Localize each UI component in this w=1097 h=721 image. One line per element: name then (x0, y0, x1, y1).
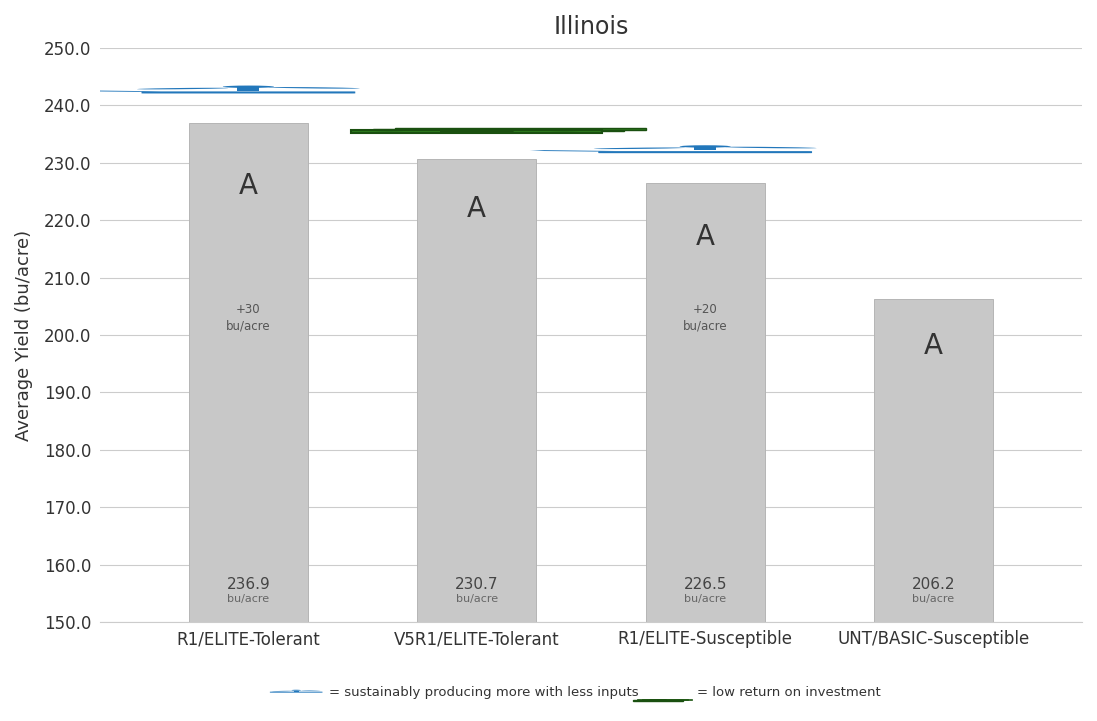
Text: bu/acre: bu/acre (913, 594, 954, 604)
Ellipse shape (292, 690, 301, 691)
Bar (646, 183, 765, 622)
Ellipse shape (223, 86, 274, 88)
FancyBboxPatch shape (598, 151, 812, 153)
Text: A: A (924, 332, 943, 360)
Bar (237, 87, 259, 91)
Ellipse shape (679, 145, 731, 148)
Bar (417, 159, 536, 622)
Text: 206.2: 206.2 (912, 577, 955, 592)
Text: A: A (239, 172, 258, 200)
Title: Illinois: Illinois (553, 15, 629, 39)
Text: bu/acre: bu/acre (685, 594, 726, 604)
Polygon shape (530, 150, 618, 151)
Y-axis label: Average Yield (bu/acre): Average Yield (bu/acre) (15, 229, 33, 441)
FancyBboxPatch shape (395, 128, 646, 130)
FancyBboxPatch shape (142, 92, 355, 94)
Bar (294, 691, 298, 692)
Ellipse shape (593, 148, 685, 149)
Polygon shape (73, 90, 160, 92)
Bar (189, 123, 308, 622)
Text: 236.9: 236.9 (226, 577, 270, 592)
Text: A: A (695, 224, 714, 252)
Ellipse shape (137, 88, 228, 89)
Text: bu/acre: bu/acre (455, 594, 498, 604)
Ellipse shape (269, 87, 360, 89)
Text: +20
bu/acre: +20 bu/acre (682, 303, 727, 332)
Circle shape (550, 132, 579, 133)
Text: 226.5: 226.5 (683, 577, 727, 592)
Text: 230.7: 230.7 (455, 577, 498, 592)
FancyBboxPatch shape (373, 129, 624, 131)
FancyBboxPatch shape (633, 699, 683, 701)
FancyBboxPatch shape (270, 691, 323, 693)
Circle shape (374, 132, 404, 133)
Bar (694, 147, 716, 151)
Bar (874, 299, 993, 622)
Ellipse shape (725, 147, 816, 149)
FancyBboxPatch shape (351, 130, 602, 133)
Text: bu/acre: bu/acre (227, 594, 270, 604)
FancyBboxPatch shape (637, 699, 688, 700)
Text: A: A (467, 195, 486, 223)
Text: +30
bu/acre: +30 bu/acre (226, 303, 271, 332)
Text: = sustainably producing more with less inputs: = sustainably producing more with less i… (329, 686, 638, 699)
Text: = low return on investment: = low return on investment (697, 686, 881, 699)
